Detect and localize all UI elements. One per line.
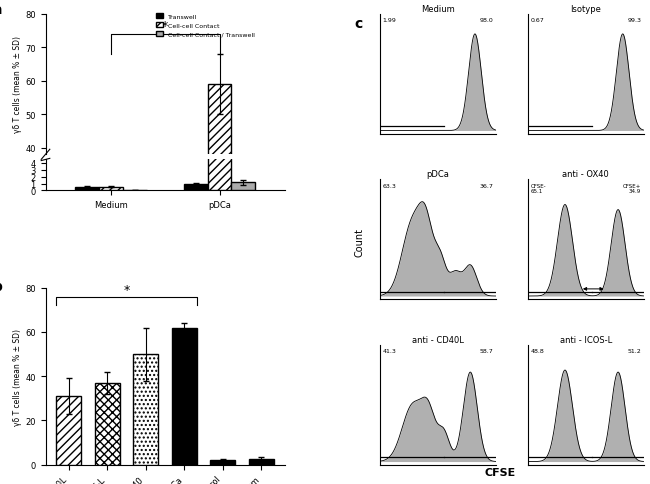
Bar — [75, 188, 99, 191]
Title: Isotype: Isotype — [570, 5, 601, 14]
Bar — [249, 459, 274, 465]
Text: 0.67: 0.67 — [530, 18, 544, 23]
Bar — [184, 279, 207, 282]
Bar — [95, 383, 120, 465]
Title: anti - CD40L: anti - CD40L — [412, 335, 464, 344]
Text: 36.7: 36.7 — [480, 183, 493, 188]
Title: pDCa: pDCa — [426, 170, 449, 179]
Title: anti - ICOS-L: anti - ICOS-L — [560, 335, 612, 344]
Bar — [75, 280, 99, 282]
Text: CFSE+
34.9: CFSE+ 34.9 — [623, 183, 641, 194]
Bar — [99, 187, 123, 191]
Bar — [99, 280, 123, 282]
Text: 1.99: 1.99 — [383, 18, 396, 23]
Text: 98.0: 98.0 — [480, 18, 493, 23]
Title: anti - OX40: anti - OX40 — [562, 170, 609, 179]
Text: 41.3: 41.3 — [383, 348, 396, 353]
Text: 51.2: 51.2 — [627, 348, 641, 353]
Text: *: * — [124, 283, 130, 296]
Text: 58.7: 58.7 — [480, 348, 493, 353]
Text: Count: Count — [354, 227, 365, 257]
Text: CFSE: CFSE — [485, 467, 516, 477]
Bar — [207, 0, 231, 191]
Text: b: b — [0, 279, 3, 293]
Bar — [231, 278, 255, 282]
Text: a: a — [0, 3, 3, 17]
Legend: Transwell, Cell-cell Contact, Cell-cell Contact / Transwell: Transwell, Cell-cell Contact, Cell-cell … — [153, 12, 257, 40]
Bar — [207, 85, 231, 282]
Y-axis label: γδ T cells (mean % ± SD): γδ T cells (mean % ± SD) — [14, 36, 22, 133]
Bar — [57, 396, 81, 465]
Title: Medium: Medium — [421, 5, 455, 14]
Text: *: * — [162, 20, 168, 33]
Text: 99.3: 99.3 — [627, 18, 641, 23]
Bar — [184, 185, 207, 191]
Text: CFSE-
65.1: CFSE- 65.1 — [530, 183, 546, 194]
Y-axis label: γδ T cells (mean % ± SD): γδ T cells (mean % ± SD) — [14, 328, 22, 425]
Bar — [211, 460, 235, 465]
Bar — [231, 183, 255, 191]
Text: 48.8: 48.8 — [530, 348, 544, 353]
Bar — [133, 354, 159, 465]
Bar — [172, 328, 197, 465]
Text: c: c — [354, 17, 363, 31]
Text: 63.3: 63.3 — [383, 183, 396, 188]
